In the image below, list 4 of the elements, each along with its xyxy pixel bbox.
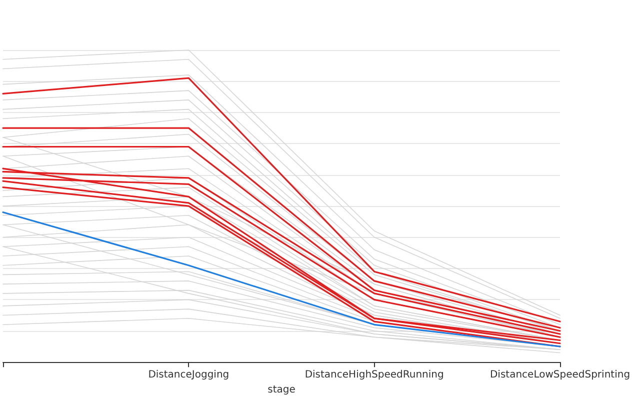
x-tick-label: DistanceLowSpeedSprinting (490, 370, 630, 381)
x-tick-label: DistanceJogging (148, 370, 230, 381)
x-tick-label: DistanceHighSpeedRunning (304, 370, 444, 381)
x-axis-title: stage (268, 384, 296, 396)
